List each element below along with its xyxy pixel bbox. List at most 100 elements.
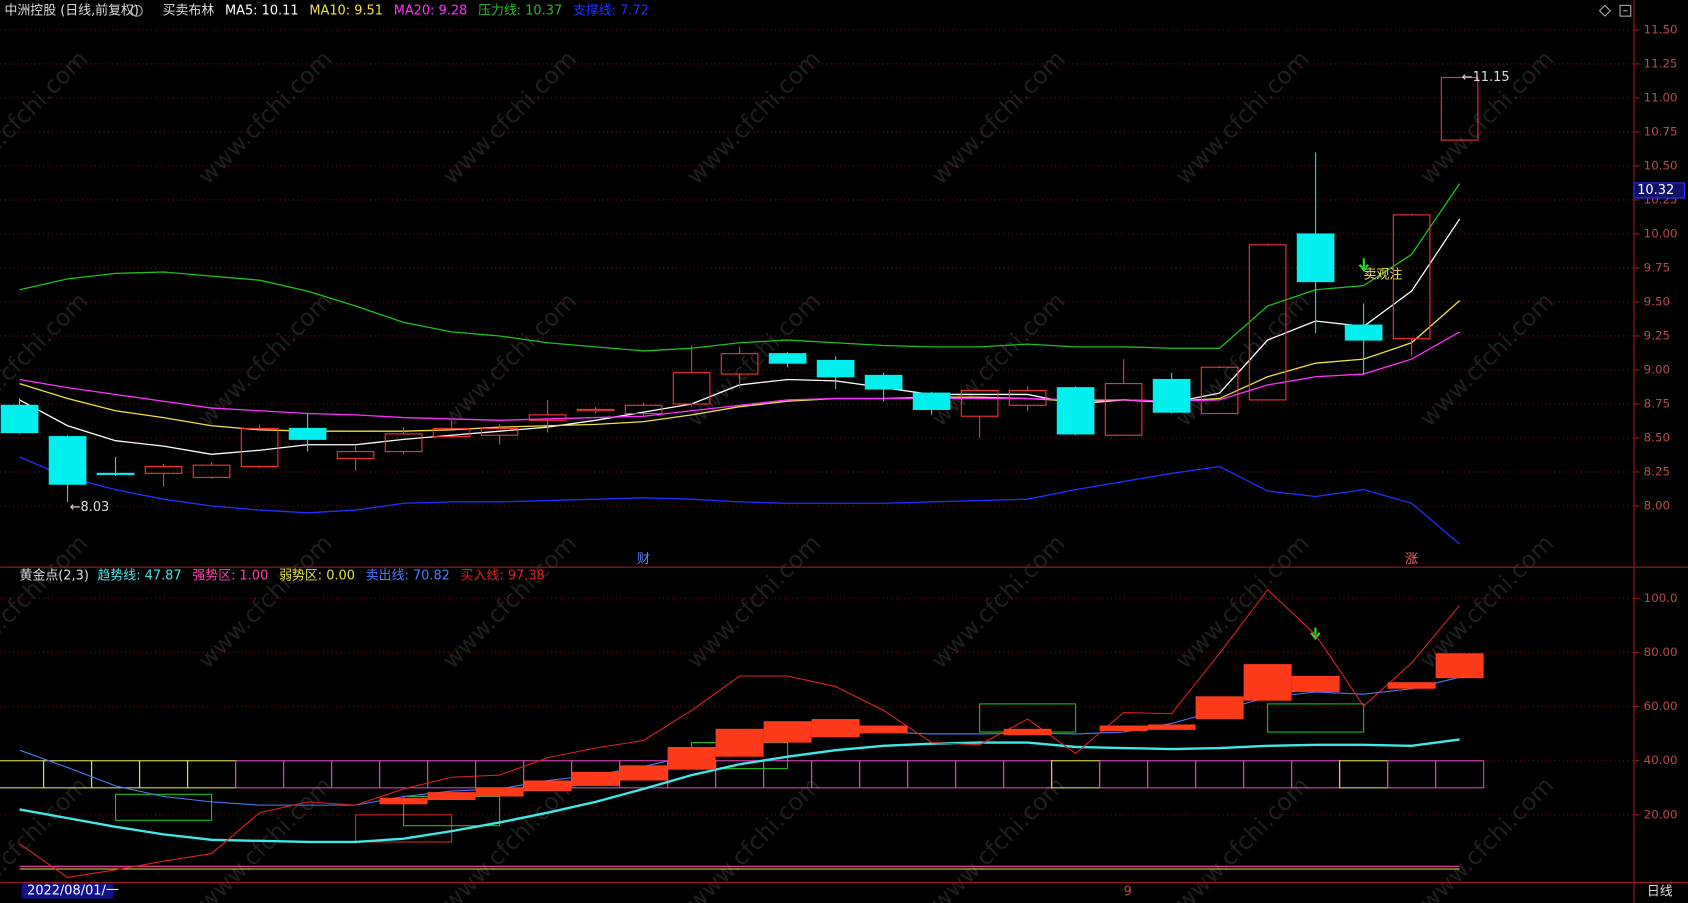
legend-entry: 中洲控股 (日线,前复权) bbox=[5, 2, 139, 18]
candle-body bbox=[864, 374, 903, 390]
candle-body bbox=[720, 353, 759, 375]
y-tick-label: 10.50 bbox=[1644, 158, 1678, 172]
candle-body bbox=[192, 464, 231, 478]
y-tick-label: 11.25 bbox=[1644, 56, 1678, 70]
bar bbox=[571, 771, 620, 786]
bar bbox=[1243, 664, 1292, 701]
y-tick-label: 11.50 bbox=[1644, 22, 1678, 36]
price-annotation: ←8.03 bbox=[70, 500, 110, 515]
candle-body bbox=[960, 389, 999, 417]
bar bbox=[379, 797, 428, 805]
bar bbox=[1003, 728, 1052, 736]
y-tick-label: 11.00 bbox=[1644, 90, 1678, 104]
y-tick-label: 10.75 bbox=[1644, 124, 1678, 138]
candle-body bbox=[336, 451, 375, 459]
bar bbox=[1387, 682, 1436, 689]
indicator-line bbox=[19, 738, 1460, 844]
indicator-icon[interactable] bbox=[130, 4, 143, 17]
candle-body bbox=[1008, 389, 1047, 406]
bar bbox=[619, 765, 668, 781]
signal-box bbox=[1267, 703, 1365, 733]
bar bbox=[523, 780, 572, 792]
signal-box bbox=[115, 793, 213, 821]
cursor-date: 2022/08/01/一 bbox=[27, 884, 119, 899]
candle-body bbox=[1296, 233, 1335, 283]
price-annotation: ←11.15 bbox=[1462, 70, 1510, 85]
bar bbox=[1291, 676, 1340, 692]
y-tick-label: 9.50 bbox=[1644, 294, 1670, 308]
legend-entry: 弱势区: 0.00 bbox=[279, 567, 355, 583]
zone-box bbox=[1435, 760, 1485, 789]
candle-body bbox=[384, 433, 423, 453]
y-tick-label: 8.25 bbox=[1644, 464, 1670, 478]
x-mark: 9 bbox=[1124, 885, 1132, 900]
y-tick-label: 9.00 bbox=[1644, 362, 1670, 376]
candle-body bbox=[1440, 76, 1479, 141]
indicator-line bbox=[19, 456, 1461, 545]
legend-entry: 趋势线: 47.87 bbox=[98, 567, 182, 583]
bar bbox=[427, 792, 476, 800]
bar bbox=[859, 725, 908, 734]
indicator-line bbox=[19, 331, 1460, 421]
indicator-line bbox=[19, 183, 1461, 352]
window-icon[interactable] bbox=[1619, 4, 1632, 17]
event-marker: 涨 bbox=[1405, 552, 1418, 567]
bar bbox=[667, 746, 716, 770]
candle-body bbox=[1056, 387, 1095, 435]
candle-body bbox=[1344, 324, 1383, 341]
bar bbox=[1195, 696, 1244, 720]
candle-body bbox=[576, 408, 615, 412]
candle-body bbox=[480, 427, 519, 436]
candle-body bbox=[240, 427, 279, 468]
event-marker: 财 bbox=[637, 552, 650, 567]
indicator-line bbox=[19, 588, 1461, 878]
y-tick-label: 8.00 bbox=[1644, 498, 1670, 512]
candle-body bbox=[912, 392, 951, 410]
candle-body bbox=[768, 353, 807, 364]
candle-body bbox=[288, 427, 327, 440]
y-tick-label: 8.75 bbox=[1644, 396, 1670, 410]
bar bbox=[715, 728, 764, 757]
y-tick-label: 10.00 bbox=[1644, 226, 1678, 240]
y-tick-label: 80.00 bbox=[1644, 645, 1678, 659]
candle-body bbox=[672, 372, 711, 405]
candle-body bbox=[1392, 214, 1431, 340]
bar bbox=[1435, 653, 1484, 679]
bar bbox=[475, 787, 524, 797]
y-tick-label: 60.00 bbox=[1644, 699, 1678, 713]
legend-entry: 买入线: 97.38 bbox=[461, 568, 545, 583]
legend-entry: 黄金点(2,3) bbox=[20, 567, 89, 583]
candle-body bbox=[48, 436, 87, 485]
price-box-label: 10.32 bbox=[1637, 183, 1674, 198]
candle-body bbox=[144, 466, 183, 474]
y-tick-label: 40.00 bbox=[1644, 753, 1678, 767]
y-tick-label: 100.0 bbox=[1644, 591, 1678, 605]
indicator-line bbox=[19, 300, 1461, 432]
candle-body bbox=[0, 404, 39, 434]
price-box bbox=[1633, 182, 1686, 199]
candle-body bbox=[432, 427, 471, 438]
candle-body bbox=[1152, 378, 1191, 413]
legend-entry: 卖出线: 70.82 bbox=[366, 568, 450, 583]
legend-entry: 压力线: 10.37 bbox=[478, 3, 562, 18]
candle-body bbox=[528, 414, 567, 421]
cursor-date-box bbox=[21, 883, 114, 899]
legend-entry: MA5: 10.11 bbox=[225, 3, 299, 18]
y-tick-label: 8.50 bbox=[1644, 430, 1670, 444]
bar bbox=[811, 719, 860, 738]
legend-entry: 买卖布林 bbox=[163, 3, 215, 18]
toggle-icon[interactable] bbox=[1598, 4, 1612, 17]
legend-entry: MA10: 9.51 bbox=[309, 3, 383, 18]
y-tick-label: 9.25 bbox=[1644, 328, 1670, 342]
y-tick-label: 20.00 bbox=[1644, 807, 1678, 821]
period-label: 日线 bbox=[1647, 885, 1673, 900]
y-tick-label: 9.75 bbox=[1644, 260, 1670, 274]
candle-body bbox=[1248, 244, 1287, 401]
signal-label: 卖观注 bbox=[1364, 267, 1403, 282]
sell-arrow bbox=[1358, 258, 1369, 272]
bar bbox=[1099, 725, 1148, 731]
candle-body bbox=[816, 359, 855, 378]
